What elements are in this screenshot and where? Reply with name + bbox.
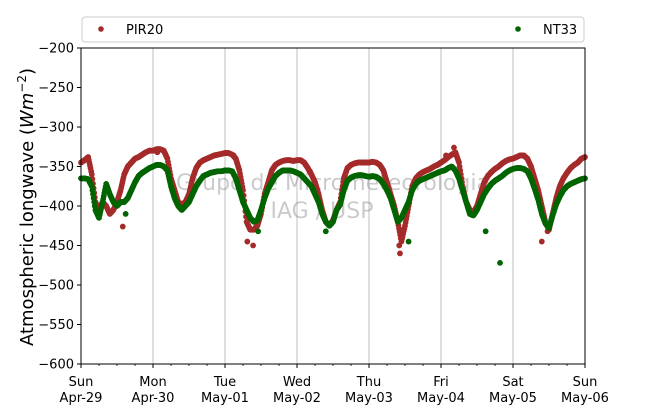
legend: PIR20 NT33 [81,16,585,43]
legend-label-nt33: NT33 [543,23,577,38]
x-tick-label-day: Fri [433,375,449,390]
y-axis-unit-exp: −2 [15,75,29,93]
data-point-outlier [396,242,403,249]
x-tick-label-date: Apr-30 [132,391,175,406]
y-axis-unit-w: W [17,109,38,128]
y-tick-label: −200 [38,42,74,57]
y-tick-label: −350 [38,160,74,175]
x-tick-label-date: May-05 [489,391,537,406]
x-tick-label-day: Sun [573,375,598,390]
data-point-outlier [322,228,329,235]
legend-marker-pir20 [98,26,104,32]
data-point-outlier [443,152,449,159]
data-point-outlier [538,238,545,245]
y-tick-label: −550 [38,318,74,333]
points-layer [78,144,588,266]
data-point-outlier [451,144,457,151]
data-point [88,171,95,178]
y-tick-label: −500 [38,279,74,294]
axis-layer: SunApr-29MonApr-30TueMay-01WedMay-02ThuM… [38,42,609,407]
x-tick-label-date: May-02 [273,391,321,406]
x-tick-label-date: May-04 [417,391,465,406]
y-tick-label: −450 [38,239,74,254]
y-tick-label: −250 [38,81,74,96]
y-axis-unit-m: m [17,93,38,111]
y-axis-title: Atmospheric longwave (Wm−2) [15,68,38,346]
x-tick-label-date: May-03 [345,391,393,406]
x-tick-label-date: May-01 [201,391,249,406]
data-point-outlier [405,238,412,245]
data-point-outlier [154,149,161,156]
data-point-outlier [497,259,503,266]
watermark-line-1: Grupo de Micrometeorologia [176,171,490,196]
data-point-outlier [307,168,313,175]
data-point-outlier [244,238,251,245]
x-tick-label-day: Wed [283,375,311,390]
x-tick-label-day: Tue [213,375,236,390]
y-axis-title-text: Atmospheric longwave [17,141,38,346]
x-tick-label-day: Sat [502,375,523,390]
y-tick-label: −400 [38,200,74,215]
x-tick-label-date: Apr-29 [60,391,103,406]
y-tick-label: −600 [38,358,74,373]
data-point-outlier [122,211,129,217]
x-tick-label-day: Thu [356,375,381,390]
data-point-outlier [230,152,237,159]
series-nt33 [78,162,588,266]
x-tick-label-day: Sun [69,375,94,390]
data-point-outlier [250,242,256,249]
x-tick-label-date: May-06 [561,391,609,406]
legend-marker-nt33 [515,26,521,32]
data-point-outlier [482,228,489,235]
legend-box [81,16,585,43]
data-point-outlier [119,223,126,230]
legend-label-pir20: PIR20 [126,23,163,38]
grid-layer [152,48,514,364]
x-tick-label-day: Mon [139,375,166,390]
y-tick-label: −300 [38,121,74,136]
data-point-outlier [255,228,262,235]
data-point-outlier [397,250,403,257]
